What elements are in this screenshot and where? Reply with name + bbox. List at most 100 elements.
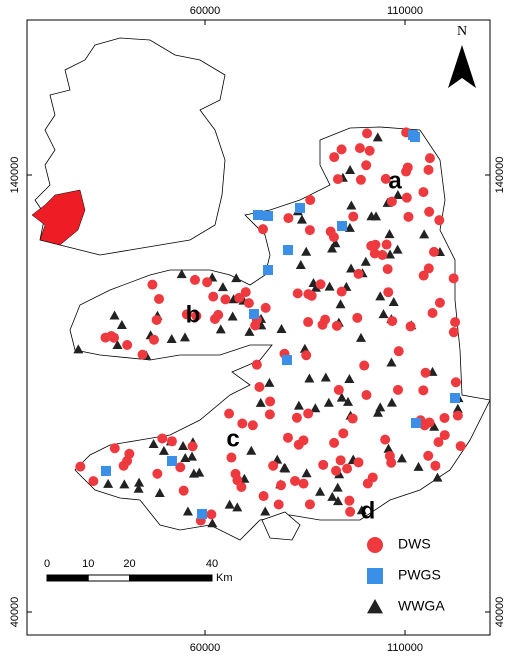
site-marker — [362, 128, 373, 139]
site-marker — [255, 397, 266, 407]
legend-symbol — [367, 568, 383, 584]
site-marker — [304, 225, 315, 236]
site-marker — [386, 457, 397, 468]
site-marker — [424, 153, 435, 164]
site-marker — [181, 309, 192, 320]
region-label: c — [226, 425, 239, 452]
x-tick-label: 60000 — [190, 5, 221, 17]
scale-bar-segment — [129, 574, 213, 582]
site-marker — [301, 350, 312, 361]
site-marker — [237, 418, 248, 429]
site-marker — [418, 385, 429, 396]
site-marker — [178, 441, 189, 451]
site-marker — [353, 268, 364, 279]
site-marker — [298, 435, 309, 446]
x-tick-label: 60000 — [190, 642, 221, 654]
site-marker — [408, 130, 418, 140]
site-marker — [331, 465, 342, 476]
site-marker — [405, 321, 416, 332]
site-marker — [215, 324, 226, 334]
site-marker — [424, 206, 435, 217]
site-marker — [361, 389, 372, 400]
site-marker — [332, 496, 343, 506]
site-marker — [344, 373, 355, 383]
site-marker — [332, 482, 343, 492]
site-marker — [73, 344, 84, 354]
site-marker — [450, 393, 460, 403]
site-marker — [189, 274, 200, 285]
site-marker — [337, 221, 347, 231]
site-marker — [175, 462, 186, 473]
site-marker — [75, 461, 86, 472]
site-marker — [147, 279, 158, 290]
site-marker — [375, 402, 386, 412]
site-marker — [182, 506, 193, 516]
scale-bar-label: 0 — [44, 558, 50, 570]
site-marker — [109, 443, 120, 454]
site-marker — [305, 195, 316, 206]
site-marker — [372, 132, 383, 142]
site-marker — [423, 450, 434, 461]
site-marker — [301, 246, 312, 256]
site-marker — [450, 377, 461, 388]
site-marker — [393, 346, 404, 357]
site-marker — [178, 485, 189, 496]
site-marker — [361, 160, 372, 171]
site-marker — [151, 315, 162, 326]
site-marker — [377, 249, 388, 260]
site-marker — [420, 367, 431, 378]
site-marker — [148, 334, 159, 345]
scale-bar-segment — [46, 574, 89, 582]
scale-bar-label: 10 — [82, 558, 94, 570]
site-marker — [380, 434, 391, 445]
site-marker — [434, 297, 445, 308]
site-marker — [310, 403, 321, 413]
site-marker — [304, 373, 315, 383]
site-marker — [208, 291, 219, 302]
site-marker — [280, 463, 291, 473]
site-marker — [122, 339, 133, 350]
site-marker — [401, 192, 412, 203]
site-marker — [413, 461, 424, 471]
site-marker — [303, 408, 314, 419]
site-marker — [364, 145, 375, 156]
site-marker — [207, 518, 218, 528]
site-marker — [331, 320, 342, 331]
site-marker — [244, 326, 255, 336]
site-marker — [393, 384, 404, 395]
site-marker — [346, 200, 357, 210]
region-label: b — [186, 301, 201, 328]
scale-bar-label: 20 — [123, 558, 135, 570]
site-marker — [282, 432, 293, 443]
site-marker — [362, 478, 373, 489]
site-marker — [176, 269, 187, 279]
study-area-highlight — [31, 189, 86, 246]
site-marker — [439, 430, 450, 441]
site-marker — [401, 166, 412, 177]
site-marker — [346, 263, 357, 273]
site-marker — [336, 144, 347, 155]
site-marker — [246, 445, 257, 455]
site-marker — [387, 316, 398, 327]
y-tick-label: 40000 — [494, 597, 506, 628]
site-marker — [260, 506, 271, 516]
site-marker — [202, 277, 213, 288]
site-marker — [330, 238, 341, 248]
site-marker — [194, 467, 205, 477]
site-marker — [320, 372, 331, 382]
site-marker — [226, 452, 237, 463]
site-marker — [166, 334, 177, 344]
site-marker — [352, 312, 363, 323]
site-marker — [116, 319, 127, 329]
site-marker — [450, 317, 461, 328]
region-label: d — [361, 497, 376, 524]
site-marker — [158, 445, 169, 455]
region-label: a — [388, 167, 402, 194]
site-marker — [439, 412, 450, 423]
site-marker — [187, 441, 198, 452]
site-marker — [197, 509, 207, 519]
site-marker — [344, 222, 355, 232]
site-marker — [345, 164, 356, 174]
site-marker — [243, 298, 254, 309]
site-marker — [112, 339, 123, 349]
